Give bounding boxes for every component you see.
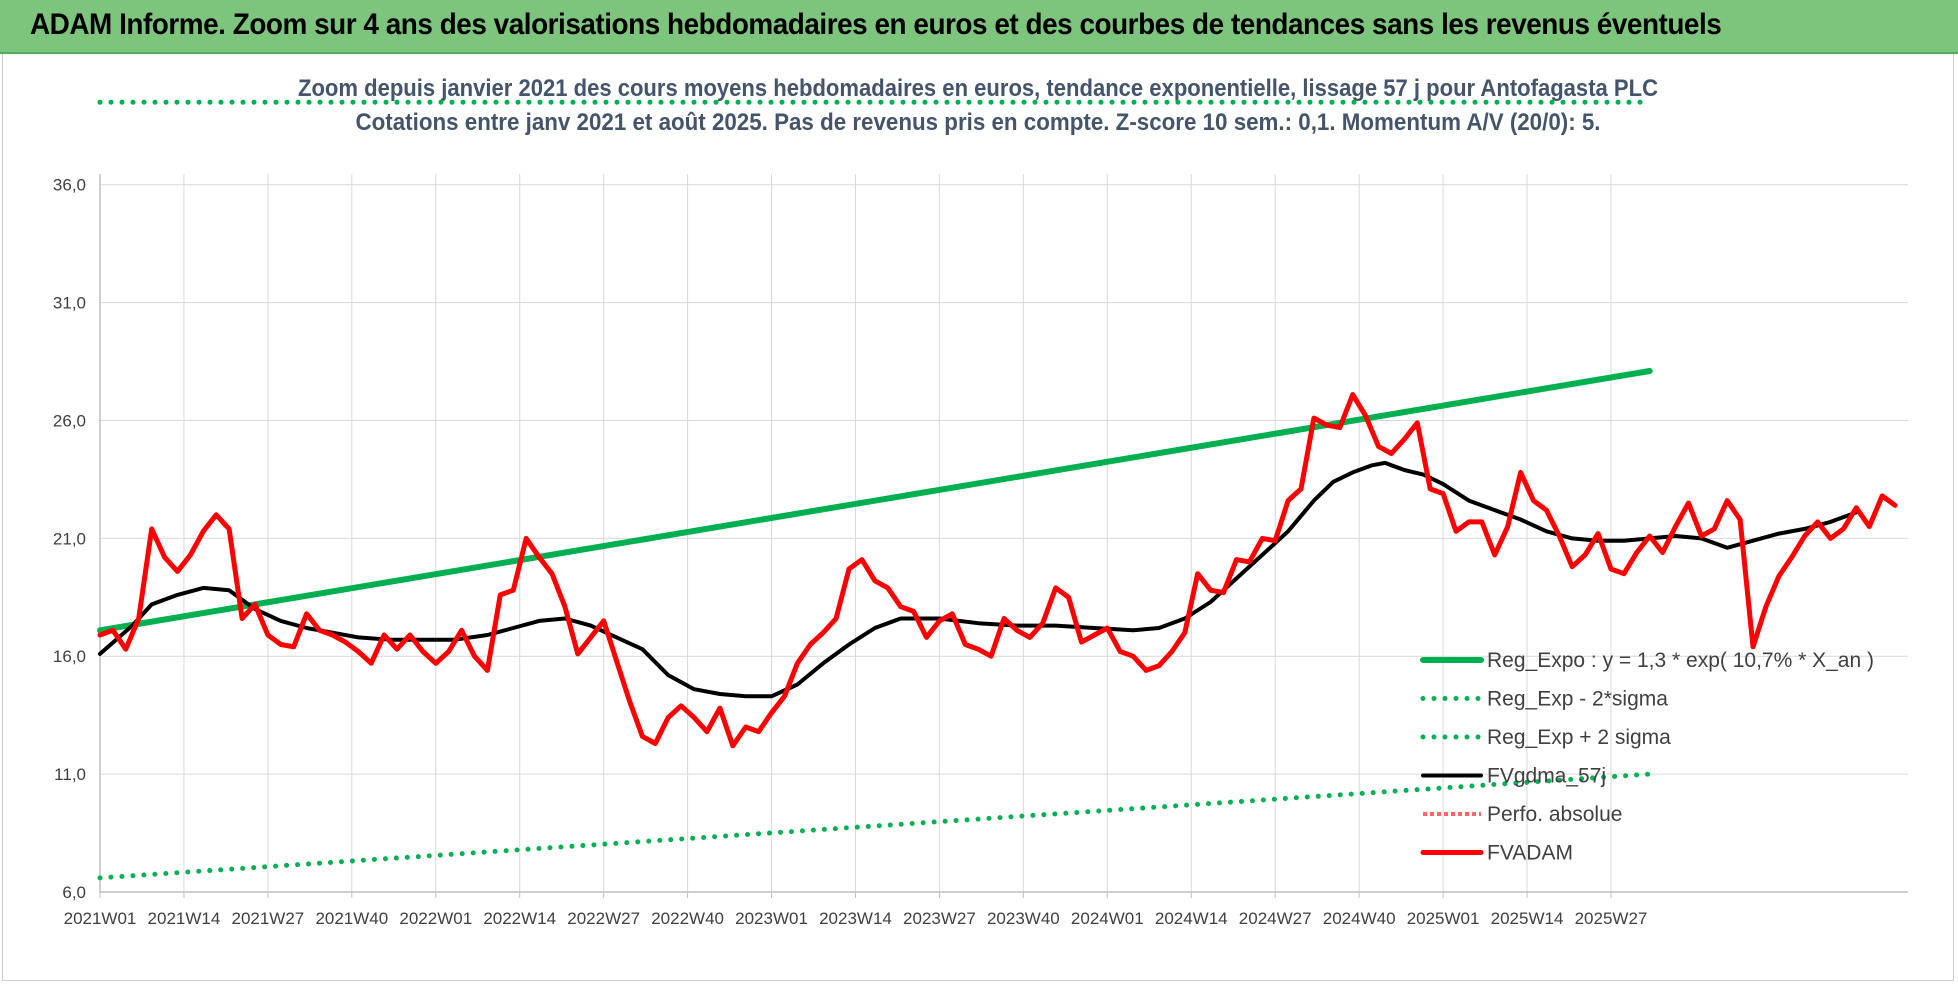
series-line-0: [97, 368, 1653, 634]
y-tick-label: 6,0: [62, 883, 86, 902]
legend-entry: Reg_Exp - 2*sigma: [1487, 688, 1668, 711]
y-tick-label: 21,0: [53, 529, 86, 548]
x-tick-label: 2023W27: [903, 909, 976, 928]
line-chart: Zoom depuis janvier 2021 des cours moyen…: [53, 75, 1908, 928]
y-tick-label: 31,0: [53, 294, 86, 313]
x-tick-label: 2024W40: [1323, 909, 1396, 928]
y-tick-label: 16,0: [53, 647, 86, 666]
legend-entry: FVADAM: [1487, 842, 1573, 865]
legend-entry: FVgdma_57j: [1487, 765, 1606, 788]
chart-frame: Zoom depuis janvier 2021 des cours moyen…: [2, 54, 1954, 981]
y-tick-label: 26,0: [53, 411, 86, 430]
header-banner: ADAM Informe. Zoom sur 4 ans des valoris…: [0, 0, 1958, 54]
x-tick-label: 2022W40: [651, 909, 724, 928]
y-axis: 6,0 11,0 16,0 21,0 26,0 31,0 36,0: [53, 176, 86, 902]
series-line-5: [97, 392, 1898, 749]
series-lines: [97, 99, 1898, 881]
chart-subtitle: Zoom depuis janvier 2021 des cours moyen…: [298, 75, 1658, 136]
x-tick-label: 2024W14: [1155, 909, 1228, 928]
x-tick-label: 2022W14: [483, 909, 556, 928]
x-tick-label: 2025W01: [1407, 909, 1480, 928]
x-tick-label: 2025W27: [1575, 909, 1648, 928]
x-tick-label: 2021W40: [315, 909, 388, 928]
x-tick-label: 2022W01: [399, 909, 472, 928]
legend: Reg_Expo : y = 1,3 * exp( 10,7% * X_an )…: [1420, 649, 1874, 865]
x-tick-label: 2021W01: [64, 909, 137, 928]
subtitle-line: Zoom depuis janvier 2021 des cours moyen…: [298, 75, 1658, 102]
legend-entry: Reg_Expo : y = 1,3 * exp( 10,7% * X_an ): [1487, 649, 1874, 672]
page-title: ADAM Informe. Zoom sur 4 ans des valoris…: [30, 8, 1722, 41]
x-tick-label: 2024W01: [1071, 909, 1144, 928]
grid: [99, 174, 1908, 893]
legend-entry: Reg_Exp + 2 sigma: [1487, 726, 1671, 749]
subtitle-line: Cotations entre janv 2021 et août 2025. …: [356, 109, 1601, 136]
x-tick-label: 2023W01: [735, 909, 808, 928]
x-tick-label: 2024W27: [1239, 909, 1312, 928]
x-tick-label: 2025W14: [1491, 909, 1564, 928]
x-tick-label: 2021W14: [148, 909, 221, 928]
series-line-1: [97, 771, 1653, 881]
y-tick-label: 36,0: [53, 176, 86, 195]
x-tick-label: 2021W27: [231, 909, 304, 928]
x-axis: 2021W01 2021W14 2021W27 2021W40 2022W01 2022W…: [64, 892, 1648, 928]
x-tick-label: 2023W14: [819, 909, 892, 928]
x-tick-label: 2022W27: [567, 909, 640, 928]
x-tick-label: 2023W40: [987, 909, 1060, 928]
legend-entry: Perfo. absolue: [1487, 803, 1622, 826]
y-tick-label: 11,0: [54, 765, 86, 784]
